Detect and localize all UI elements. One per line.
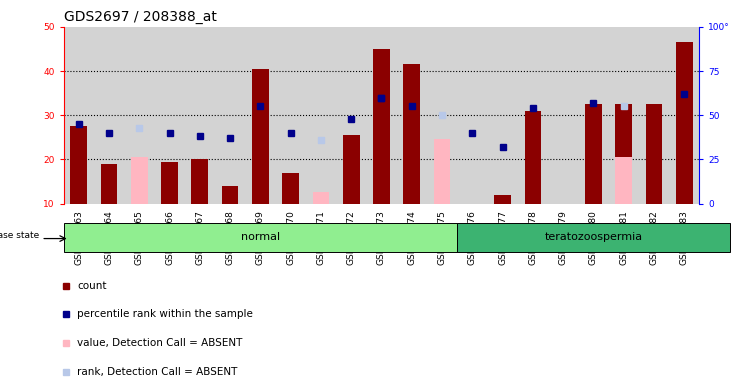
Bar (427, 27, 457, 204)
Bar (154, 27, 185, 204)
Text: normal: normal (241, 232, 280, 242)
Bar (367, 27, 396, 204)
Bar (185, 27, 215, 204)
Text: count: count (77, 281, 106, 291)
Bar (434, 139, 450, 204)
Bar (313, 192, 329, 204)
Bar (669, 27, 699, 204)
Bar (616, 104, 632, 204)
Text: value, Detection Call = ABSENT: value, Detection Call = ABSENT (77, 338, 242, 348)
Bar (252, 69, 269, 204)
Bar (336, 27, 367, 204)
Bar (70, 126, 87, 204)
Bar (676, 42, 693, 204)
Bar (94, 27, 124, 204)
Bar (518, 27, 548, 204)
Bar (494, 195, 511, 204)
Text: rank, Detection Call = ABSENT: rank, Detection Call = ABSENT (77, 367, 237, 377)
Bar (215, 27, 245, 204)
Bar (275, 27, 306, 204)
Bar (101, 164, 117, 204)
Bar (373, 49, 390, 204)
Bar (191, 159, 208, 204)
Bar (221, 186, 239, 204)
Text: teratozoospermia: teratozoospermia (545, 232, 643, 242)
Text: percentile rank within the sample: percentile rank within the sample (77, 310, 253, 319)
Bar (131, 157, 147, 204)
Bar (403, 65, 420, 204)
Text: GDS2697 / 208388_at: GDS2697 / 208388_at (64, 10, 216, 25)
Bar (457, 223, 729, 252)
Bar (396, 27, 427, 204)
Text: disease state: disease state (0, 231, 39, 240)
Bar (646, 104, 662, 204)
Bar (245, 27, 275, 204)
Bar (124, 27, 154, 204)
Bar (306, 27, 336, 204)
Bar (343, 135, 360, 204)
Bar (585, 104, 601, 204)
Bar (639, 27, 669, 204)
Bar (578, 27, 609, 204)
Bar (64, 27, 94, 204)
Bar (548, 27, 578, 204)
Bar (64, 223, 457, 252)
Bar (609, 27, 639, 204)
Bar (457, 27, 488, 204)
Bar (282, 173, 299, 204)
Bar (616, 157, 632, 204)
Bar (524, 111, 542, 204)
Bar (162, 162, 178, 204)
Bar (488, 27, 518, 204)
